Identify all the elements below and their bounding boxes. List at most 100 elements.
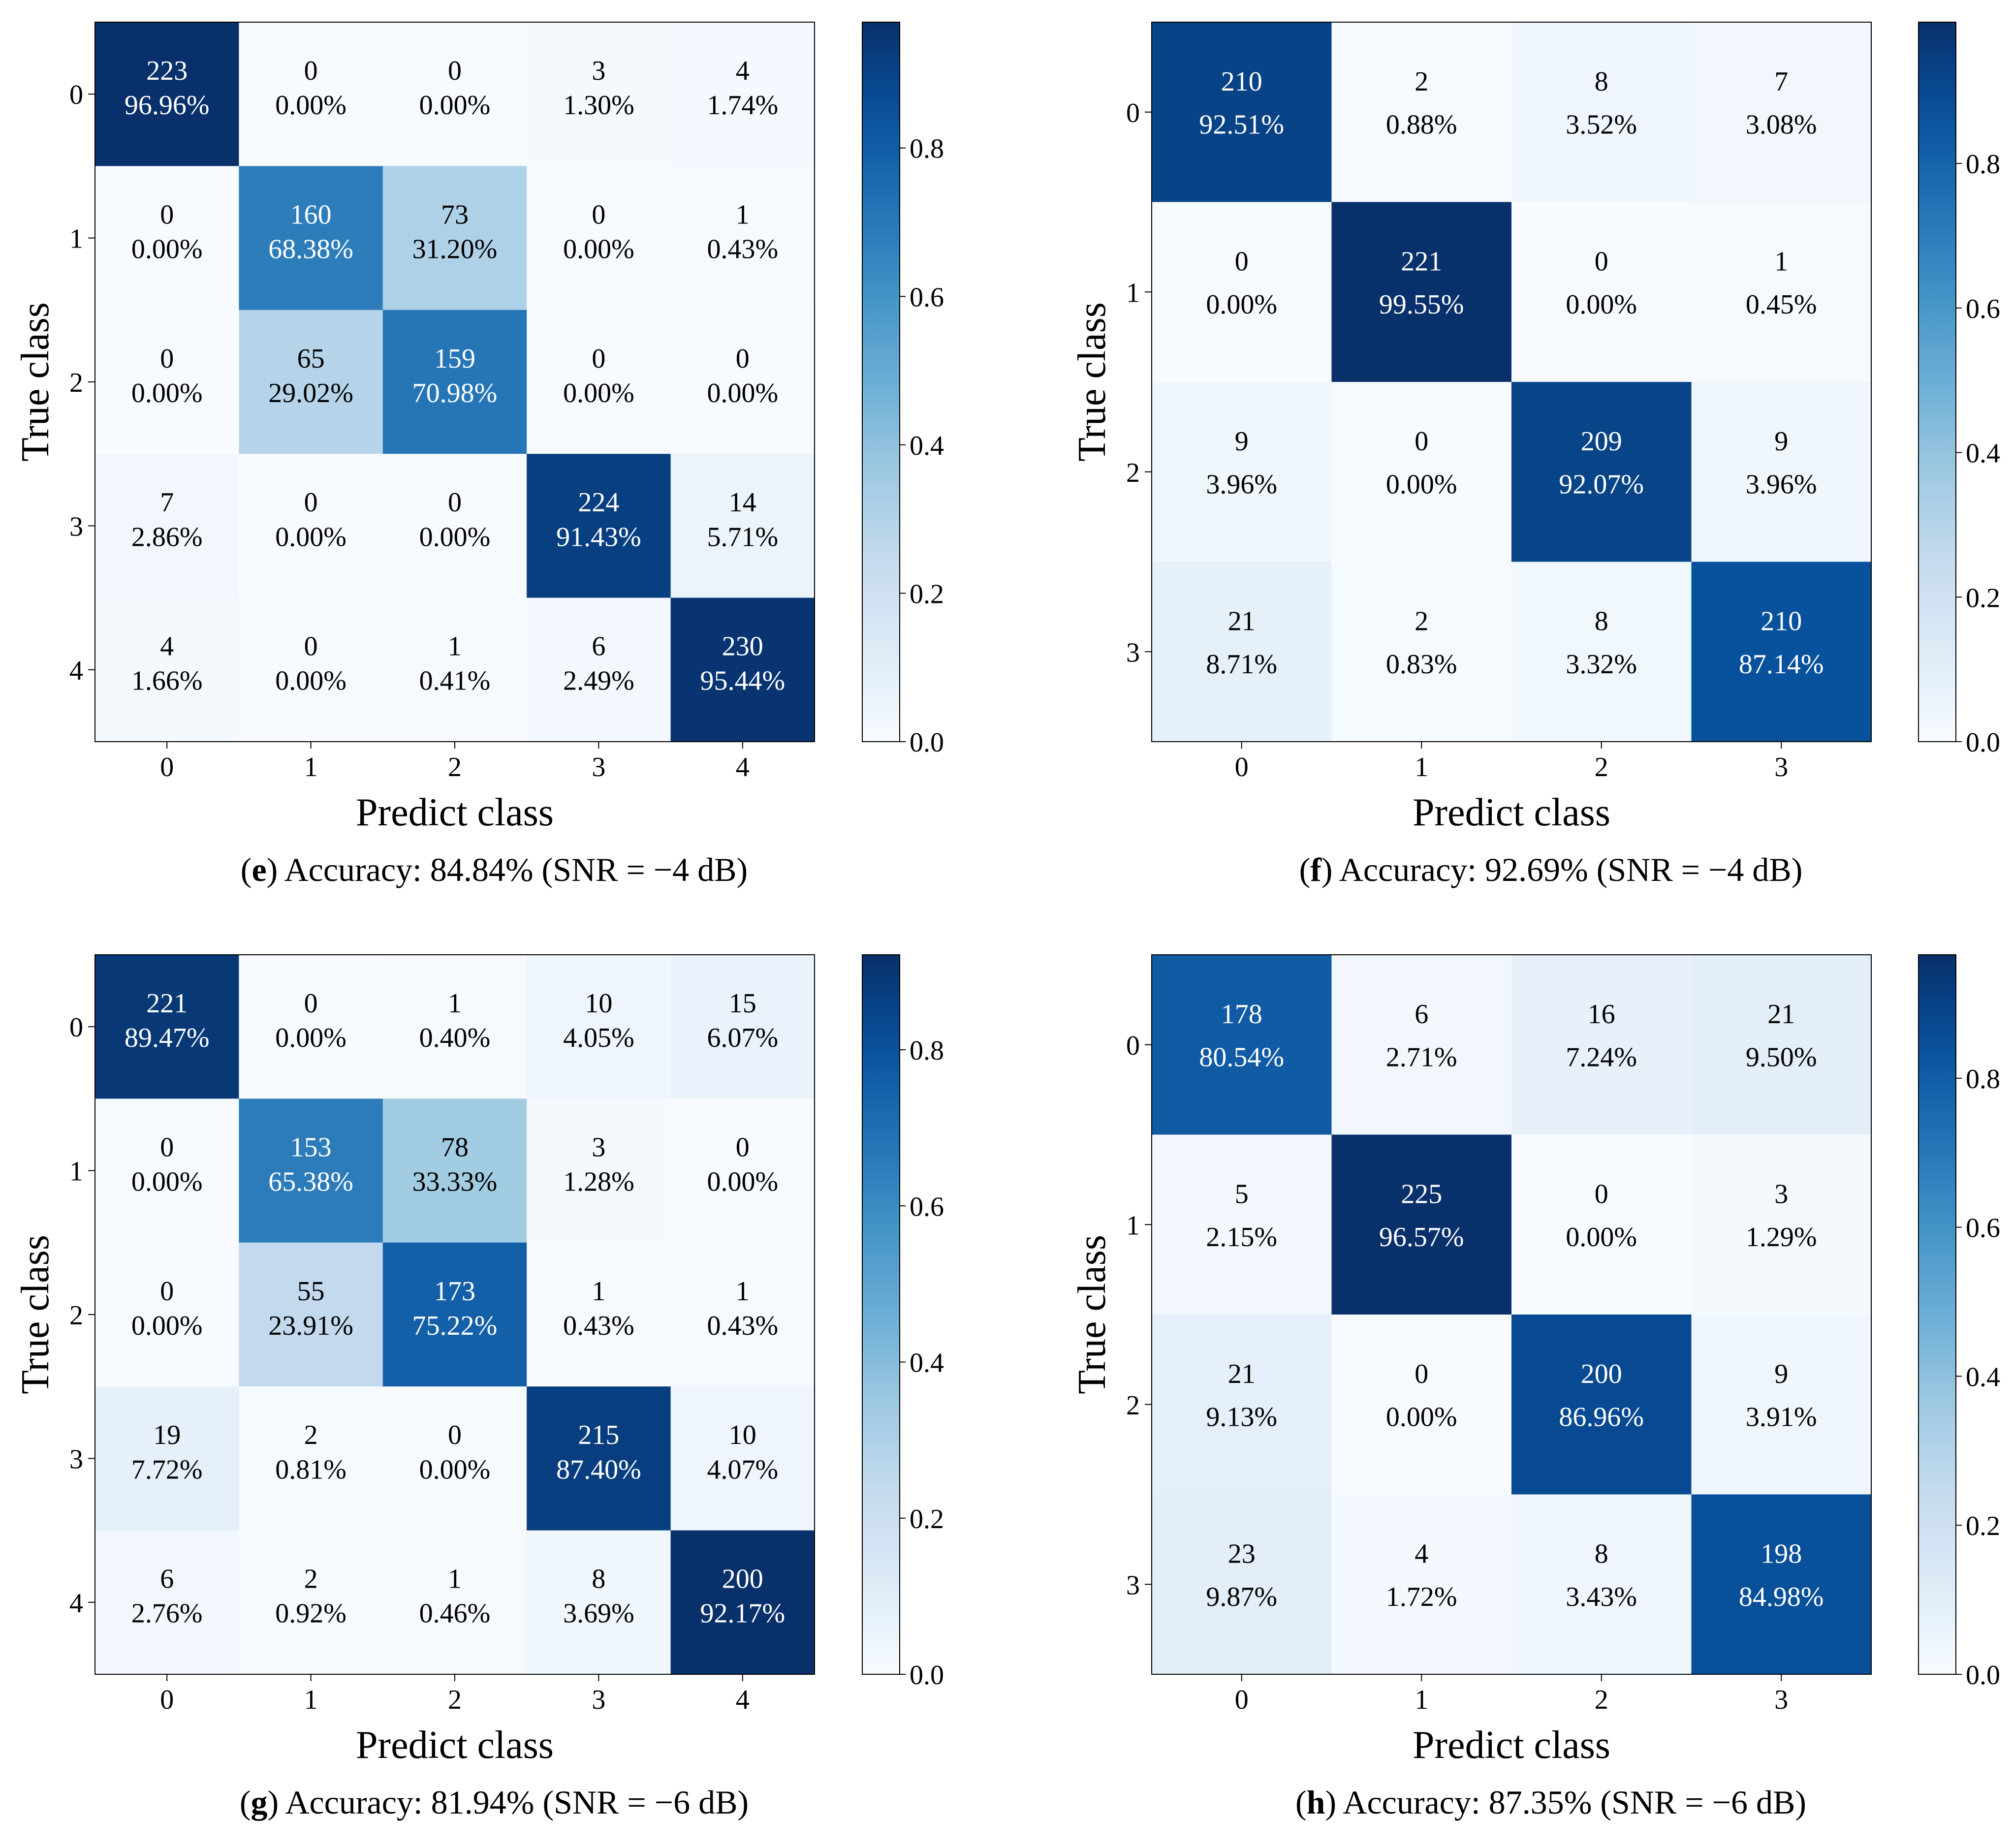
matrix-cell xyxy=(1691,22,1872,202)
matrix-cell xyxy=(527,166,671,311)
caption-text: ) Accuracy: 92.69% (SNR = −4 dB) xyxy=(1321,851,1803,888)
colorbar-tick-label: 0.4 xyxy=(1966,439,2000,469)
x-tick-label: 2 xyxy=(448,752,462,783)
panel-caption: (h) Accuracy: 87.35% (SNR = −6 dB) xyxy=(1295,1784,1806,1821)
cell-percent: 3.96% xyxy=(1206,470,1277,500)
cell-count: 210 xyxy=(1760,606,1802,636)
cell-percent: 1.28% xyxy=(563,1167,634,1197)
cell-count: 178 xyxy=(1221,999,1262,1030)
colorbar-tick-label: 0.0 xyxy=(1966,1660,2000,1691)
cell-percent: 1.29% xyxy=(1746,1222,1817,1253)
matrix-cell xyxy=(1331,382,1512,562)
matrix-cell xyxy=(670,310,815,454)
colorbar-tick-label: 0.8 xyxy=(1966,1064,2000,1095)
caption-paren: ( xyxy=(1299,851,1311,888)
panel-caption: (e) Accuracy: 84.84% (SNR = −4 dB) xyxy=(241,851,748,888)
matrix-cell xyxy=(527,1098,671,1243)
cell-count: 9 xyxy=(1235,426,1249,457)
y-tick-label: 3 xyxy=(1126,1570,1140,1600)
caption-paren: ( xyxy=(241,851,252,888)
x-tick-label: 4 xyxy=(736,752,750,783)
cell-count: 0 xyxy=(304,487,318,518)
cell-percent: 68.38% xyxy=(268,234,353,265)
cell-percent: 99.55% xyxy=(1379,289,1464,320)
cell-percent: 4.05% xyxy=(563,1023,634,1053)
cell-count: 198 xyxy=(1760,1538,1802,1569)
cell-percent: 5.71% xyxy=(707,522,778,552)
y-axis-title: True class xyxy=(14,1235,57,1394)
matrix-cell xyxy=(670,166,815,311)
cell-count: 6 xyxy=(160,1564,174,1595)
y-tick-label: 0 xyxy=(69,80,83,110)
cell-percent: 75.22% xyxy=(412,1311,498,1341)
y-axis-title: True class xyxy=(14,302,57,462)
y-tick-label: 4 xyxy=(69,656,83,686)
matrix-cell xyxy=(382,955,527,1099)
matrix-cell xyxy=(382,454,527,598)
cell-count: 5 xyxy=(1235,1179,1249,1209)
matrix-cell xyxy=(670,22,815,166)
cell-percent: 23.91% xyxy=(268,1311,353,1341)
cell-count: 1 xyxy=(592,1276,605,1307)
cell-percent: 4.07% xyxy=(707,1454,778,1485)
x-axis-title: Predict class xyxy=(1413,791,1610,834)
matrix-cell xyxy=(239,1098,383,1243)
x-tick-label: 3 xyxy=(1774,1685,1788,1715)
matrix-cell xyxy=(1691,382,1872,562)
matrix-cell xyxy=(1331,1134,1512,1315)
x-tick-label: 1 xyxy=(304,752,318,783)
cell-count: 221 xyxy=(146,988,188,1019)
cell-percent: 95.44% xyxy=(700,666,785,696)
cell-count: 7 xyxy=(160,487,174,518)
cell-percent: 0.00% xyxy=(563,234,634,265)
cell-count: 0 xyxy=(736,344,750,374)
cell-count: 21 xyxy=(1228,1359,1256,1389)
cell-percent: 0.00% xyxy=(131,378,203,408)
cell-percent: 0.00% xyxy=(419,1454,491,1485)
matrix-frame xyxy=(1151,22,1872,742)
cell-count: 230 xyxy=(722,631,763,662)
matrix-cell xyxy=(382,1098,527,1243)
cell-percent: 0.00% xyxy=(707,1167,778,1197)
matrix-cell xyxy=(670,1098,815,1243)
cell-percent: 91.43% xyxy=(556,522,641,552)
cell-count: 0 xyxy=(304,988,318,1019)
cell-percent: 65.38% xyxy=(268,1167,353,1197)
cell-count: 2 xyxy=(304,1420,318,1450)
cell-count: 3 xyxy=(592,1132,605,1162)
cell-percent: 8.71% xyxy=(1206,649,1277,680)
cell-count: 0 xyxy=(448,487,462,518)
matrix-cell xyxy=(1691,1494,1872,1675)
matrix-cell xyxy=(382,1386,527,1531)
cell-count: 7 xyxy=(1774,66,1788,97)
cell-percent: 0.81% xyxy=(275,1454,346,1485)
cell-count: 0 xyxy=(160,199,174,230)
cell-percent: 92.51% xyxy=(1199,110,1284,140)
matrix-cell xyxy=(527,22,671,166)
matrix-cell xyxy=(382,1242,527,1387)
cell-percent: 2.86% xyxy=(131,522,203,552)
matrix-cell xyxy=(95,166,239,311)
matrix-cell xyxy=(527,1386,671,1531)
cell-percent: 7.72% xyxy=(131,1454,203,1485)
colorbar-tick-label: 0.4 xyxy=(1966,1362,2000,1392)
cell-percent: 1.74% xyxy=(707,90,778,121)
cell-count: 9 xyxy=(1774,1359,1788,1389)
cell-percent: 3.52% xyxy=(1566,110,1637,140)
cell-percent: 0.00% xyxy=(275,522,346,552)
cell-count: 1 xyxy=(1774,246,1788,277)
colorbar xyxy=(862,954,900,1675)
cell-percent: 3.91% xyxy=(1746,1402,1817,1433)
cell-percent: 0.45% xyxy=(1746,289,1817,320)
matrix-cell xyxy=(1511,202,1692,382)
x-tick-label: 1 xyxy=(304,1685,318,1715)
cell-percent: 96.96% xyxy=(125,90,210,121)
x-tick-label: 0 xyxy=(1235,752,1249,783)
matrix-cell xyxy=(670,1386,815,1531)
cell-percent: 0.00% xyxy=(1566,289,1637,320)
colorbar-tick-label: 0.2 xyxy=(1966,583,2000,613)
cell-percent: 2.71% xyxy=(1386,1042,1457,1073)
cell-count: 8 xyxy=(592,1564,605,1595)
colorbar-tick-label: 0.4 xyxy=(910,1348,944,1378)
